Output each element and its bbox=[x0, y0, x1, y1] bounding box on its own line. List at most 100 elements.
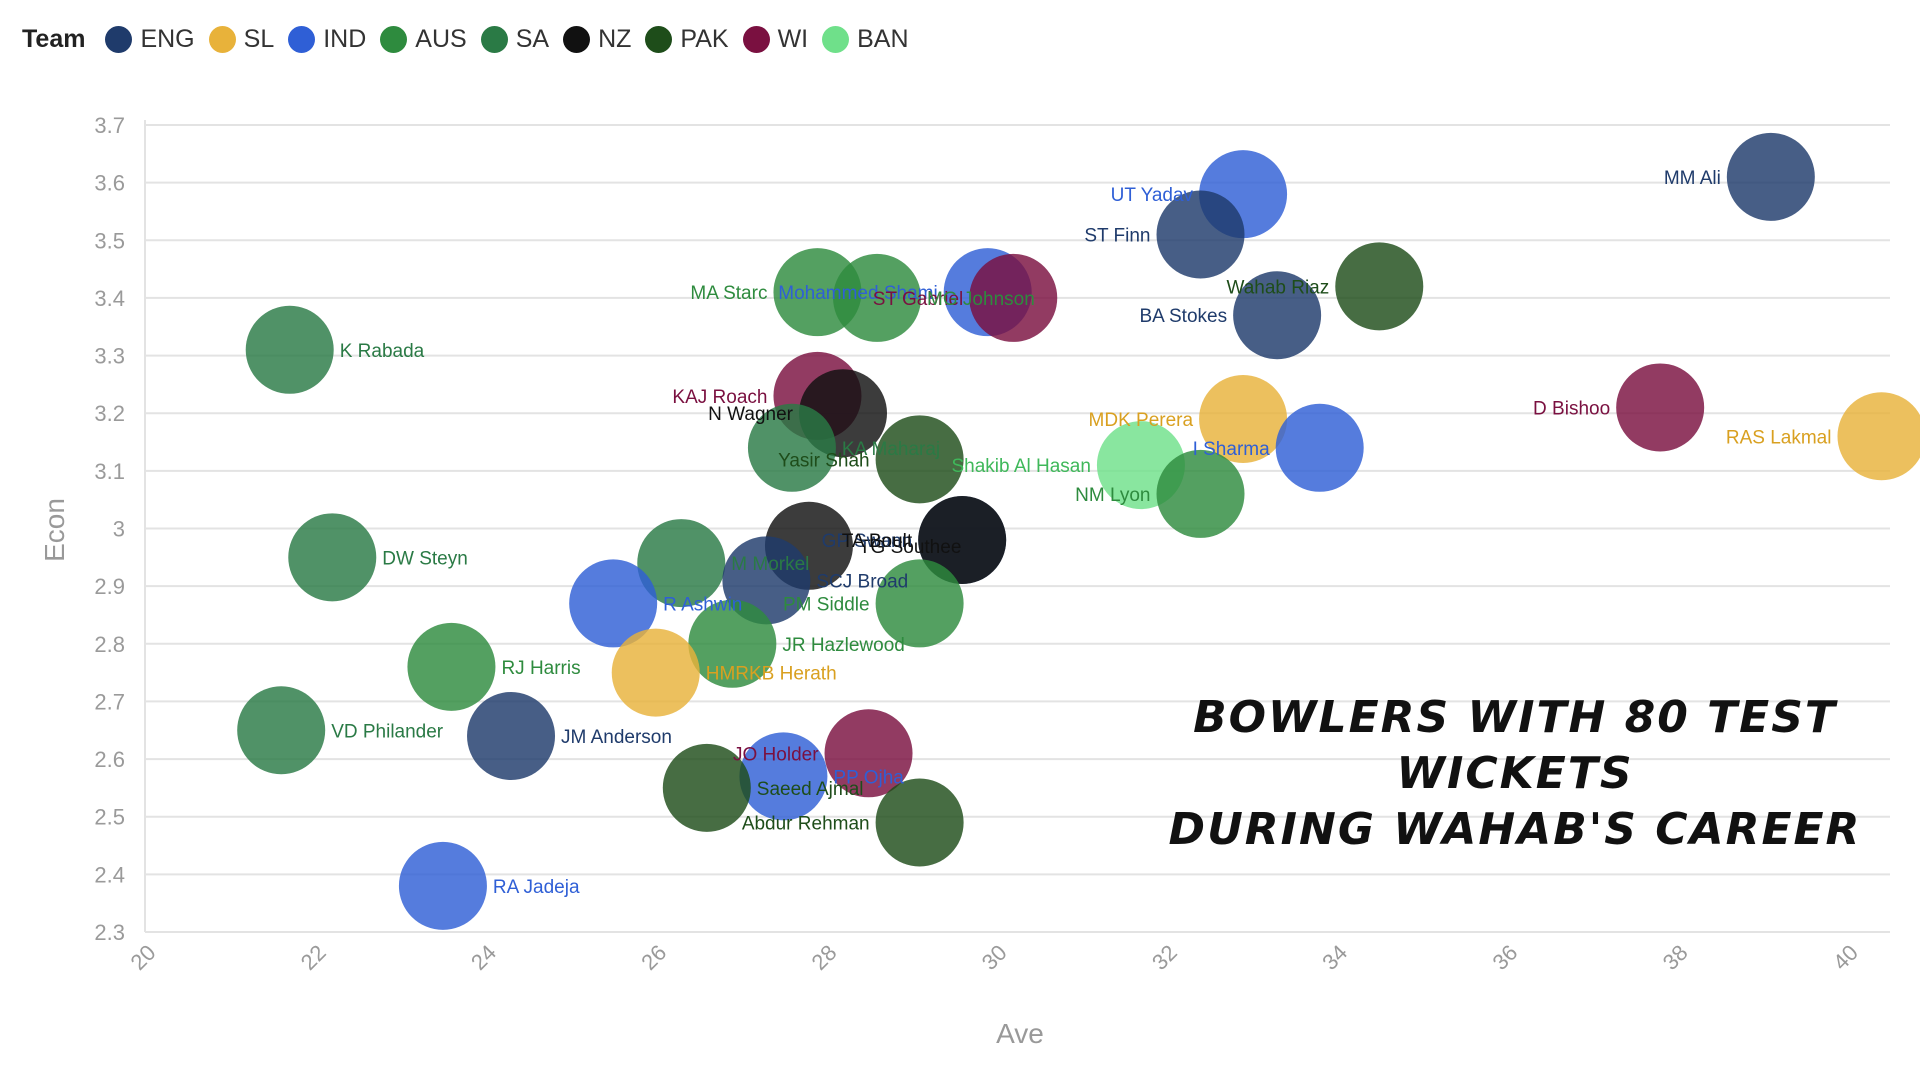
legend-swatch bbox=[742, 25, 770, 53]
point-mdk-perera[interactable] bbox=[1199, 374, 1288, 463]
point-label: NM Lyon bbox=[1075, 485, 1150, 506]
point-label: SCJ Broad bbox=[816, 571, 908, 592]
legend-item-ban[interactable]: BAN bbox=[822, 24, 909, 54]
legend-label: SL bbox=[243, 24, 275, 53]
legend-label: AUS bbox=[415, 24, 467, 53]
x-tick-label: 20 bbox=[126, 940, 161, 975]
x-tick-label: 38 bbox=[1658, 940, 1693, 975]
point-d-bishoo[interactable] bbox=[1616, 363, 1705, 452]
point-label: R Ashwin bbox=[663, 594, 742, 615]
x-tick-label: 32 bbox=[1147, 940, 1182, 975]
annotation-line-1: Bowlers with 80 Test wickets bbox=[1193, 692, 1837, 799]
point-r-ashwin[interactable] bbox=[569, 559, 658, 648]
x-tick-label: 22 bbox=[296, 940, 331, 975]
legend-swatch bbox=[288, 25, 316, 53]
point-jo-holder[interactable] bbox=[824, 709, 913, 798]
point-label: M Morkel bbox=[731, 554, 809, 575]
point-jm-anderson[interactable] bbox=[467, 692, 556, 781]
legend-item-sa[interactable]: SA bbox=[480, 24, 550, 54]
y-tick-label: 3.1 bbox=[94, 459, 125, 484]
legend: Team ENG SL IND AUS SA NZ PAK WI BAN bbox=[22, 22, 909, 56]
point-yasir-shah[interactable] bbox=[875, 415, 964, 504]
point-ras-lakmal[interactable] bbox=[1837, 392, 1920, 481]
point-label: Saeed Ajmal bbox=[757, 779, 864, 800]
legend-label: NZ bbox=[598, 24, 632, 53]
point-st-finn[interactable] bbox=[1156, 190, 1245, 279]
point-label: KAJ Roach bbox=[672, 387, 767, 408]
point-label: KA Maharaj bbox=[842, 439, 940, 460]
point-hmrkb-herath[interactable] bbox=[611, 628, 700, 717]
point-label: D Bishoo bbox=[1533, 398, 1610, 419]
point-pm-siddle[interactable] bbox=[875, 559, 964, 648]
point-label: JO Holder bbox=[733, 744, 819, 765]
y-tick-label: 2.3 bbox=[94, 920, 125, 945]
point-label: Mohammed Shami bbox=[778, 283, 937, 304]
point-label: MM Ali bbox=[1664, 168, 1721, 189]
point-label: GP Swann bbox=[822, 531, 912, 552]
legend-label: ENG bbox=[140, 24, 195, 53]
point-label: TG Southee bbox=[859, 537, 961, 558]
point-k-rabada[interactable] bbox=[245, 305, 334, 394]
point-i-sharma[interactable] bbox=[1275, 403, 1364, 492]
legend-item-wi[interactable]: WI bbox=[742, 24, 809, 54]
point-dw-steyn[interactable] bbox=[288, 513, 377, 602]
point-label: PM Siddle bbox=[783, 594, 870, 615]
legend-label: PAK bbox=[680, 24, 729, 53]
y-tick-label: 3.2 bbox=[94, 401, 125, 426]
point-pp-ojha[interactable] bbox=[739, 732, 828, 821]
point-labels: MM Ali UT Yadav ST Finn Wahab Riaz BA Stokes… bbox=[331, 168, 1831, 898]
x-tick-label: 26 bbox=[636, 940, 671, 975]
legend-swatch bbox=[105, 25, 133, 53]
y-tick-label: 3.5 bbox=[94, 228, 125, 253]
x-tick-label: 36 bbox=[1487, 940, 1522, 975]
y-tick-label: 3.6 bbox=[94, 171, 125, 196]
point-mm-ali[interactable] bbox=[1726, 132, 1815, 221]
legend-item-aus[interactable]: AUS bbox=[380, 24, 467, 54]
annotation-line-2: during Wahab's career bbox=[1168, 804, 1862, 855]
y-axis-label: Econ bbox=[39, 498, 70, 562]
point-ka-maharaj[interactable] bbox=[747, 403, 836, 492]
point-wahab-riaz[interactable] bbox=[1335, 242, 1424, 331]
point-label: K Rabada bbox=[340, 341, 425, 362]
legend-label: BAN bbox=[857, 24, 909, 53]
point-label: BA Stokes bbox=[1139, 306, 1227, 327]
point-rj-harris[interactable] bbox=[407, 622, 496, 711]
y-tick-label: 2.4 bbox=[94, 862, 125, 887]
point-label: MA Starc bbox=[690, 283, 767, 304]
point-label: Abdur Rehman bbox=[742, 813, 870, 834]
legend-item-pak[interactable]: PAK bbox=[645, 24, 729, 54]
point-m-morkel[interactable] bbox=[637, 519, 726, 608]
legend-item-sl[interactable]: SL bbox=[208, 24, 275, 54]
legend-label: SA bbox=[515, 24, 550, 53]
point-mg-johnson[interactable] bbox=[833, 253, 922, 342]
legend-title: Team bbox=[22, 24, 86, 53]
y-tick-label: 3.4 bbox=[94, 286, 125, 311]
point-ta-boult[interactable] bbox=[918, 496, 1007, 585]
point-ra-jadeja[interactable] bbox=[398, 841, 487, 930]
x-tick-label: 28 bbox=[807, 940, 842, 975]
point-label: RA Jadeja bbox=[493, 877, 580, 898]
x-axis-ticks: 20 22 24 26 28 30 32 34 36 38 40 bbox=[126, 940, 1863, 975]
legend-item-nz[interactable]: NZ bbox=[563, 25, 631, 54]
point-jr-hazlewood[interactable] bbox=[688, 599, 777, 688]
point-ba-stokes[interactable] bbox=[1233, 271, 1322, 360]
point-label: MDK Perera bbox=[1089, 410, 1194, 431]
legend-item-ind[interactable]: IND bbox=[288, 25, 366, 54]
point-nm-lyon[interactable] bbox=[1156, 449, 1245, 538]
legend-swatch bbox=[645, 25, 673, 53]
point-label: MG Johnson bbox=[927, 289, 1035, 310]
point-st-gabriel[interactable] bbox=[969, 253, 1058, 342]
y-tick-label: 2.6 bbox=[94, 747, 125, 772]
point-saeed-ajmal[interactable] bbox=[662, 743, 751, 832]
point-vd-philander[interactable] bbox=[237, 686, 326, 775]
data-points bbox=[237, 132, 1920, 930]
point-label: VD Philander bbox=[331, 721, 444, 742]
point-abdur-rehman[interactable] bbox=[875, 778, 964, 867]
point-label: DW Steyn bbox=[382, 548, 468, 569]
legend-item-eng[interactable]: ENG bbox=[105, 24, 195, 54]
legend-label: WI bbox=[777, 24, 809, 53]
y-tick-label: 3.7 bbox=[94, 113, 125, 138]
point-label: TA Boult bbox=[842, 531, 913, 552]
point-label: HMRKB Herath bbox=[706, 664, 837, 685]
y-tick-label: 2.9 bbox=[94, 574, 125, 599]
